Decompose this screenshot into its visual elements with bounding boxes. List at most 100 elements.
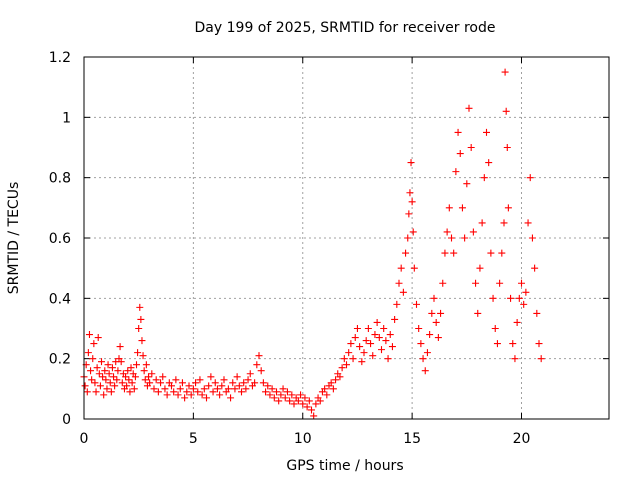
data-point	[347, 340, 355, 348]
data-point	[227, 394, 235, 402]
x-tick-labels: 0 5 10 15 20	[80, 431, 531, 447]
data-point	[99, 373, 107, 381]
data-point	[469, 228, 477, 236]
data-point	[489, 294, 497, 302]
data-point	[338, 364, 346, 372]
data-point	[91, 379, 99, 387]
data-point	[88, 376, 96, 384]
data-point	[513, 318, 521, 326]
data-point	[522, 288, 530, 296]
data-point	[136, 303, 144, 311]
data-point	[213, 385, 221, 393]
data-point	[349, 355, 357, 363]
y-tick-label: 0.2	[49, 352, 71, 368]
data-point	[434, 334, 442, 342]
data-point	[113, 376, 121, 384]
data-point	[467, 144, 475, 151]
data-point	[200, 385, 208, 393]
data-point	[386, 331, 394, 339]
y-axis-label: SRMTID / TECUs	[6, 182, 22, 295]
data-point	[406, 189, 414, 197]
data-point	[378, 346, 385, 354]
data-point	[216, 391, 224, 399]
data-point	[356, 343, 364, 351]
data-point	[108, 364, 116, 372]
data-point	[535, 340, 543, 348]
data-point	[362, 337, 370, 345]
data-point	[126, 388, 134, 396]
data-point	[308, 406, 315, 414]
data-point	[380, 325, 388, 332]
data-point	[437, 309, 445, 317]
data-point	[84, 349, 92, 357]
data-point	[511, 355, 519, 363]
data-point	[419, 355, 427, 363]
data-point	[452, 168, 460, 176]
data-point	[458, 204, 466, 212]
data-point	[125, 376, 133, 384]
data-point	[524, 219, 532, 227]
data-point	[413, 300, 420, 308]
data-point	[404, 234, 412, 242]
data-point	[187, 391, 195, 399]
data-point	[198, 391, 206, 399]
data-point	[159, 373, 167, 381]
data-point	[203, 394, 210, 402]
data-point	[244, 376, 252, 384]
data-point	[428, 309, 436, 317]
data-point	[163, 391, 171, 399]
data-point	[107, 388, 115, 396]
data-point	[266, 391, 274, 399]
data-point	[118, 379, 126, 387]
data-point	[321, 385, 329, 393]
data-point	[89, 355, 97, 363]
data-point	[443, 228, 451, 236]
data-point	[168, 382, 175, 390]
data-point	[142, 361, 150, 369]
data-point	[196, 376, 204, 384]
data-point	[504, 204, 512, 212]
data-point	[134, 349, 142, 357]
x-axis-label: GPS time / hours	[286, 458, 403, 474]
grid-lines	[84, 57, 609, 419]
data-point	[220, 376, 228, 384]
data-point	[286, 397, 294, 405]
data-point	[301, 394, 309, 402]
data-point	[526, 174, 534, 182]
data-point	[483, 128, 490, 136]
x-tick-label: 20	[513, 431, 531, 447]
data-point	[139, 352, 147, 360]
data-point	[290, 400, 298, 408]
y-tick-label: 0	[62, 412, 71, 428]
data-point	[130, 385, 138, 393]
data-point	[264, 382, 272, 390]
data-point	[303, 403, 311, 411]
data-point	[251, 379, 259, 387]
data-point	[273, 388, 280, 396]
y-tick-labels: 0 0.2 0.4 0.6 0.8 1 1.2	[49, 50, 71, 428]
data-point	[439, 279, 447, 287]
data-point	[531, 264, 539, 272]
data-point	[364, 325, 372, 332]
data-point	[124, 367, 132, 375]
data-point	[294, 397, 302, 405]
data-point	[152, 376, 160, 384]
data-point	[240, 379, 248, 387]
data-point	[360, 349, 368, 357]
data-point	[257, 367, 265, 375]
data-point	[270, 394, 278, 402]
data-point	[373, 318, 381, 326]
data-point	[192, 379, 200, 387]
data-point	[297, 391, 305, 399]
data-point	[448, 234, 455, 242]
data-point	[402, 249, 410, 257]
data-point	[185, 382, 193, 390]
x-tick-label: 0	[80, 431, 89, 447]
data-point	[281, 394, 289, 402]
data-point	[123, 382, 131, 390]
data-point	[170, 388, 178, 396]
data-point	[371, 331, 379, 339]
data-point	[114, 367, 122, 375]
data-point	[388, 343, 396, 351]
data-point	[95, 370, 103, 378]
